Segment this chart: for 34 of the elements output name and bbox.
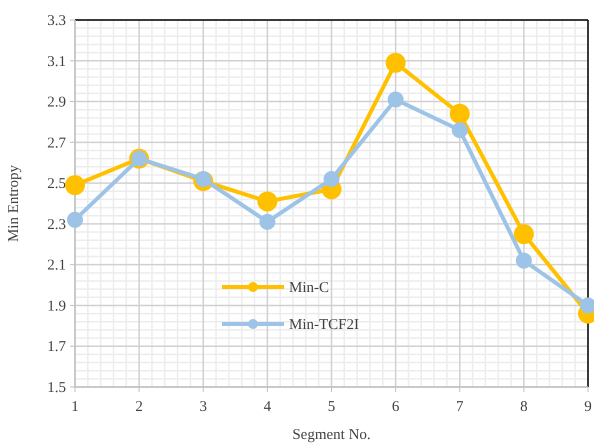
point	[516, 252, 532, 269]
x-tick-label: 1	[71, 399, 79, 415]
point	[450, 104, 470, 124]
point	[514, 224, 534, 244]
y-tick-label: 3.1	[47, 54, 66, 70]
x-tick-label: 2	[135, 399, 143, 415]
x-tick-label: 3	[200, 399, 207, 415]
y-tick-label: 2.7	[47, 135, 66, 152]
point	[388, 92, 404, 108]
y-tick-label: 1.5	[47, 380, 66, 396]
x-tick-label: 5	[328, 399, 336, 415]
y-tick-label: 3.3	[47, 13, 66, 29]
y-tick-label: 1.9	[47, 298, 66, 314]
y-tick-label: 2.1	[47, 258, 66, 274]
point	[257, 191, 278, 212]
point	[67, 212, 83, 228]
y-tick-label: 1.7	[47, 339, 66, 356]
y-tick-label: 2.3	[47, 216, 66, 233]
x-tick-label: 7	[456, 399, 464, 415]
point	[386, 52, 406, 73]
x-axis-title: Segment No.	[292, 427, 371, 443]
y-tick-label: 2.5	[47, 176, 66, 192]
point	[324, 171, 340, 188]
legend-label: Min-TCF2I	[289, 317, 360, 333]
y-axis-title: Min Entropy	[6, 164, 22, 242]
legend-label: Min-C	[289, 280, 330, 296]
x-tick-label: 8	[520, 399, 528, 415]
x-tick-label: 9	[584, 399, 592, 415]
x-tick-label: 4	[264, 399, 272, 415]
point	[65, 175, 85, 196]
y-tick-label: 2.9	[47, 94, 66, 111]
point	[452, 122, 468, 138]
point	[259, 214, 276, 230]
x-tick-label: 6	[392, 399, 400, 415]
